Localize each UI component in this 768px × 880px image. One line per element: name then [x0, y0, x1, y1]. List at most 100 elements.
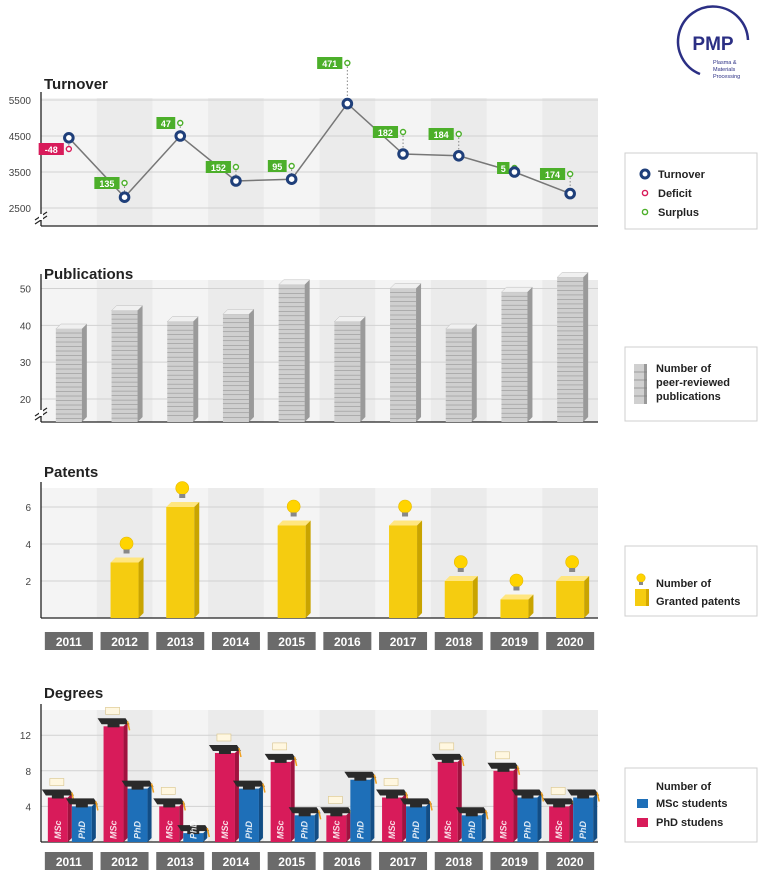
- cap-band: [274, 758, 287, 763]
- paper-stack-bar: [445, 329, 472, 422]
- result-label: 5: [501, 164, 506, 174]
- graduation-cap-icon: [455, 807, 488, 814]
- cap-band: [330, 812, 343, 817]
- year-tab: [379, 632, 428, 650]
- result-label-bg: [205, 161, 231, 173]
- paper-stack-bar: [278, 284, 305, 422]
- turnover-point: [230, 175, 242, 187]
- graduation-cap-icon: [153, 798, 186, 805]
- x-tick-label: 2015: [278, 635, 305, 649]
- msc-bar: [382, 797, 403, 842]
- x-tick-label: 2014: [223, 635, 250, 649]
- patent-bar-side: [194, 502, 200, 618]
- bar-side: [346, 811, 351, 842]
- cap-tassel: [540, 792, 545, 802]
- degree-bar-label: MSc: [554, 820, 564, 839]
- cap-band: [75, 803, 88, 808]
- diploma-icon: [216, 733, 232, 742]
- paper-stack-top: [166, 316, 199, 322]
- phd-bar: [183, 833, 204, 842]
- diploma-icon: [383, 778, 399, 786]
- turnover-point: [564, 187, 576, 200]
- y-tick-label: 50: [20, 285, 32, 296]
- paper-stack-side: [583, 272, 589, 422]
- axis-break-gap: [39, 410, 43, 416]
- surplus-point: [344, 59, 351, 67]
- graduation-cap-icon: [264, 753, 297, 760]
- paper-stack-side: [248, 309, 254, 422]
- graduation-cap-icon: [288, 807, 321, 814]
- graduation-cap-icon: [543, 798, 576, 805]
- lightbulb-base: [123, 549, 130, 554]
- result-label-bg: [497, 162, 510, 174]
- y-tick-label: 12: [20, 731, 32, 742]
- patents-title: Patents: [44, 464, 98, 481]
- y-tick-label: 5500: [9, 96, 32, 107]
- legend-deficit-label: Deficit: [658, 188, 692, 200]
- logo-line3: Processing: [713, 74, 740, 80]
- paper-stack-bar: [222, 314, 249, 422]
- phd-swatch-icon: [637, 818, 648, 827]
- bar-side: [593, 793, 598, 842]
- turnover-point: [508, 166, 521, 178]
- paper-stack-top: [333, 316, 366, 322]
- turnover-point: [174, 130, 187, 142]
- lightbulb-icon: [509, 573, 524, 588]
- cap-band: [131, 785, 144, 790]
- bar-side: [67, 793, 72, 842]
- column-band: [319, 488, 376, 618]
- lightbulb-base: [569, 568, 576, 572]
- legend-pub-line1: Number of: [656, 363, 711, 375]
- result-label-bg: [38, 143, 64, 155]
- year-tab: [323, 632, 372, 650]
- diploma-icon: [495, 751, 510, 760]
- cap-tassel: [429, 801, 433, 811]
- degree-bar-label: PhD: [300, 820, 310, 839]
- surplus-point: [566, 170, 574, 178]
- legend-pub-line2: peer-reviewed: [656, 377, 730, 389]
- degree-bar-label: PhD: [188, 820, 198, 839]
- msc-bar: [159, 806, 180, 842]
- result-label-bg: [317, 57, 343, 69]
- patent-bar: [166, 507, 195, 618]
- phd-bar: [517, 797, 538, 842]
- bar-side: [179, 802, 184, 842]
- degree-bar-label: PhD: [77, 820, 87, 839]
- cap-band: [218, 750, 231, 754]
- graduation-cap-icon: [65, 798, 98, 805]
- result-label: -48: [45, 145, 58, 155]
- x-tick-label: 2013: [167, 635, 194, 649]
- degrees-title: Degrees: [44, 685, 103, 702]
- bar-side: [513, 766, 518, 842]
- y-tick-label: 2: [25, 577, 31, 588]
- degree-bar-label: PhD: [522, 820, 532, 839]
- bar-side: [91, 802, 96, 842]
- legend-pat-line2: Granted patents: [656, 596, 740, 608]
- paper-stack-side: [360, 316, 366, 422]
- result-label-bg: [372, 126, 399, 138]
- cap-tassel: [317, 810, 322, 820]
- cap-band: [521, 794, 534, 799]
- lightbulb-base: [457, 568, 464, 572]
- patent-bar-top: [166, 502, 200, 507]
- paper-stack-top: [110, 305, 144, 311]
- phd-bar: [294, 815, 315, 842]
- legend-surplus-label: Surplus: [658, 207, 699, 219]
- surplus-point: [288, 162, 295, 170]
- year-tab: [379, 852, 428, 870]
- x-tick-label: 2019: [501, 635, 528, 649]
- cap-band: [497, 767, 510, 772]
- turnover-point: [118, 191, 131, 203]
- graduation-cap-icon: [121, 780, 154, 787]
- cap-band: [107, 723, 120, 728]
- bar-side: [481, 811, 486, 842]
- paper-stack-bar: [501, 292, 528, 422]
- cap-band: [354, 776, 367, 781]
- pmp-logo: PMP Plasma & Materials Processing: [676, 5, 750, 80]
- lightbulb-icon: [286, 499, 301, 514]
- year-tab: [44, 632, 93, 650]
- lightbulb-icon: [453, 555, 468, 569]
- x-tick-label: 2016: [334, 635, 361, 649]
- publications-title: Publications: [44, 266, 133, 283]
- yellow-block-icon: [635, 589, 649, 606]
